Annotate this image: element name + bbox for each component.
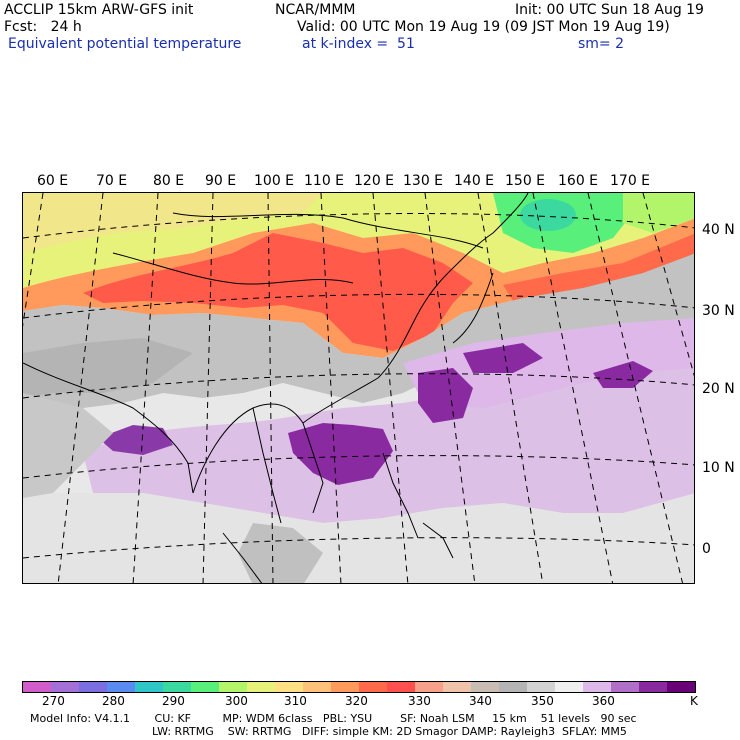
- center-label: NCAR/MMM: [275, 2, 356, 18]
- colorbar-tick: 300: [225, 694, 248, 708]
- lon-label: 130 E: [403, 173, 444, 189]
- lon-label: 120 E: [354, 173, 395, 189]
- colorbar-swatch: [387, 682, 415, 692]
- lat-label: 0: [702, 541, 711, 557]
- colorbar-tick: 310: [284, 694, 307, 708]
- theta-e-map: [23, 193, 694, 583]
- colorbar-tick: 290: [162, 694, 185, 708]
- colorbar-tick: 270: [42, 694, 65, 708]
- map-panel: [22, 192, 695, 584]
- colorbar-swatch: [275, 682, 303, 692]
- colorbar-unit: K: [690, 694, 698, 708]
- level-label: at k-index = 51: [302, 36, 415, 52]
- colorbar-swatch: [555, 682, 583, 692]
- valid-time: Valid: 00 UTC Mon 19 Aug 19 (09 JST Mon …: [297, 19, 670, 35]
- colorbar-tick: 280: [102, 694, 125, 708]
- colorbar-swatch: [247, 682, 275, 692]
- colorbar-swatch: [331, 682, 359, 692]
- colorbar-swatch: [499, 682, 527, 692]
- colorbar-tick: 320: [345, 694, 368, 708]
- colorbar-swatch: [611, 682, 639, 692]
- colorbar-swatch: [135, 682, 163, 692]
- smoothing-label: sm= 2: [578, 36, 625, 52]
- colorbar-tick: 330: [408, 694, 431, 708]
- colorbar-swatch: [527, 682, 555, 692]
- colorbar-swatch: [163, 682, 191, 692]
- colorbar-swatch: [23, 682, 51, 692]
- colorbar: [22, 681, 696, 693]
- forecast-hour: Fcst: 24 h: [4, 19, 82, 35]
- field-name: Equivalent potential temperature: [8, 36, 242, 52]
- colorbar-swatch: [79, 682, 107, 692]
- colorbar-tick: 360: [592, 694, 615, 708]
- lon-label: 170 E: [610, 173, 651, 189]
- init-time: Init: 00 UTC Sun 18 Aug 19: [515, 2, 704, 18]
- lon-label: 90 E: [205, 173, 237, 189]
- colorbar-swatch: [303, 682, 331, 692]
- colorbar-swatch: [667, 682, 695, 692]
- colorbar-swatch: [583, 682, 611, 692]
- lon-label: 80 E: [153, 173, 185, 189]
- colorbar-swatch: [107, 682, 135, 692]
- lon-label: 100 E: [254, 173, 295, 189]
- lon-label: 140 E: [454, 173, 495, 189]
- colorbar-swatch: [471, 682, 499, 692]
- colorbar-swatch: [51, 682, 79, 692]
- lat-label: 20 N: [702, 381, 735, 397]
- colorbar-swatch: [415, 682, 443, 692]
- colorbar-tick: 350: [531, 694, 554, 708]
- colorbar-tick: 340: [469, 694, 492, 708]
- lat-label: 30 N: [702, 303, 735, 319]
- lat-label: 40 N: [702, 222, 735, 238]
- model-info-line2: LW: RRTMG SW: RRTMG DIFF: simple KM: 2D …: [152, 725, 627, 738]
- colorbar-swatch: [639, 682, 667, 692]
- model-title: ACCLIP 15km ARW-GFS init: [4, 2, 194, 18]
- lon-label: 160 E: [558, 173, 599, 189]
- lon-label: 110 E: [304, 173, 345, 189]
- lat-label: 10 N: [702, 460, 735, 476]
- lon-label: 70 E: [96, 173, 128, 189]
- colorbar-swatch: [219, 682, 247, 692]
- colorbar-swatch: [443, 682, 471, 692]
- lon-label: 150 E: [505, 173, 546, 189]
- lon-label: 60 E: [37, 173, 69, 189]
- colorbar-swatch: [191, 682, 219, 692]
- model-info-line1: Model Info: V4.1.1 CU: KF MP: WDM 6class…: [30, 712, 637, 725]
- colorbar-swatch: [359, 682, 387, 692]
